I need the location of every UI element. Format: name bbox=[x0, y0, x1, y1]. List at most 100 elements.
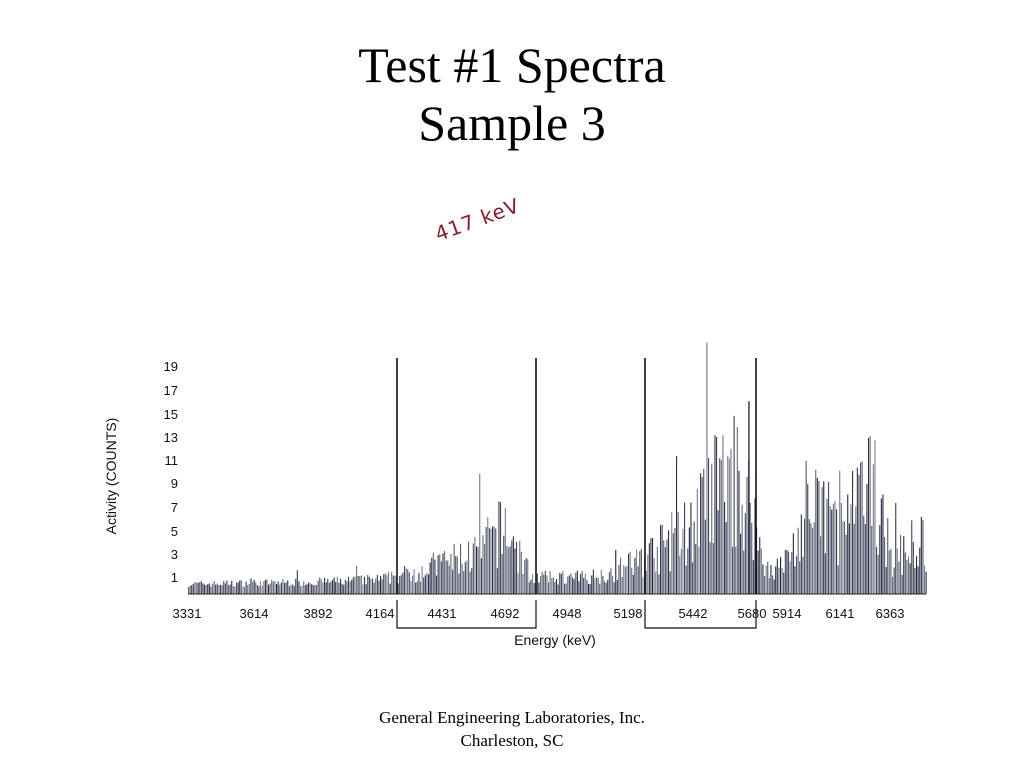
spectrum-bar bbox=[196, 582, 198, 594]
spectrum-bar bbox=[760, 548, 762, 594]
spectrum-bar bbox=[188, 587, 190, 594]
spectrum-bar bbox=[788, 551, 790, 594]
spectrum-bar bbox=[711, 463, 713, 594]
spectrum-bar bbox=[728, 458, 730, 594]
spectrum-bar bbox=[624, 566, 626, 594]
spectrum-bar bbox=[399, 576, 401, 594]
spectrum-bar bbox=[356, 565, 358, 594]
spectrum-bar bbox=[276, 584, 278, 594]
spectrum-bar bbox=[397, 583, 399, 594]
spectrum-bar bbox=[628, 553, 630, 594]
spectrum-bar bbox=[860, 462, 862, 594]
spectrum-bar bbox=[333, 577, 335, 594]
spectrum-bar bbox=[428, 574, 430, 594]
spectrum-bar bbox=[220, 584, 222, 594]
spectrum-bar bbox=[402, 572, 404, 594]
spectrum-bar bbox=[514, 548, 516, 594]
spectrum-bar bbox=[517, 573, 519, 594]
spectrum-bar bbox=[855, 506, 857, 594]
spectrum-bar bbox=[765, 565, 767, 594]
spectrum-bar bbox=[386, 575, 388, 594]
spectrum-bar bbox=[357, 575, 359, 594]
y-tick-label: 3 bbox=[171, 547, 178, 562]
spectrum-bar bbox=[599, 583, 601, 594]
spectrum-bar bbox=[735, 546, 737, 594]
spectrum-bar bbox=[472, 543, 474, 594]
spectrum-bar bbox=[575, 572, 577, 594]
spectrum-bar bbox=[660, 525, 662, 594]
spectrum-bar bbox=[783, 572, 785, 594]
x-tick-label: 3892 bbox=[304, 606, 333, 621]
spectrum-bar bbox=[652, 538, 654, 594]
spectrum-bar bbox=[330, 581, 332, 594]
footer: General Engineering Laboratories, Inc. C… bbox=[0, 706, 1024, 752]
spectrum-bar bbox=[880, 498, 882, 594]
spectrum-bar bbox=[348, 577, 350, 594]
spectrum-bar bbox=[372, 578, 374, 594]
spectrum-bar bbox=[623, 565, 625, 594]
spectrum-bar bbox=[354, 576, 356, 594]
spectrum-bar bbox=[540, 575, 542, 594]
spectrum-bar bbox=[432, 552, 434, 594]
spectrum-bar bbox=[911, 520, 913, 594]
spectrum-bar bbox=[541, 572, 543, 594]
spectrum-bar bbox=[420, 581, 422, 594]
spectrum-bar bbox=[381, 579, 383, 594]
spectrum-bar bbox=[244, 586, 246, 594]
y-tick-label: 1 bbox=[171, 570, 178, 585]
spectrum-bar bbox=[698, 546, 700, 594]
spectrum-bar bbox=[597, 577, 599, 594]
spectrum-bar bbox=[319, 577, 321, 594]
spectrum-bar bbox=[346, 581, 348, 594]
spectrum-bar bbox=[309, 582, 311, 594]
spectrum-bar bbox=[844, 521, 846, 594]
spectrum-bar bbox=[479, 473, 481, 594]
spectrum-bar bbox=[352, 577, 354, 594]
spectrum-bar bbox=[672, 533, 674, 594]
spectrum-bar bbox=[616, 580, 618, 594]
spectrum-bar bbox=[828, 482, 830, 594]
spectrum-bar bbox=[772, 575, 774, 594]
spectrum-bar bbox=[351, 579, 353, 594]
spectrum-bar bbox=[703, 468, 705, 594]
spectrum-bar bbox=[692, 562, 694, 594]
spectrum-bar bbox=[194, 582, 196, 594]
spectrum-bar bbox=[232, 586, 234, 594]
spectrum-bar bbox=[733, 415, 735, 594]
spectrum-bar bbox=[495, 528, 497, 594]
spectrum-bar bbox=[648, 543, 650, 594]
spectrum-bar bbox=[512, 536, 514, 594]
spectrum-bar bbox=[645, 570, 647, 594]
spectrum-bar bbox=[794, 566, 796, 594]
spectrum-bar bbox=[285, 582, 287, 594]
spectrum-bar bbox=[296, 570, 298, 594]
spectrum-bar bbox=[335, 581, 337, 594]
spectrum-bar bbox=[676, 456, 678, 594]
spectrum-bar bbox=[277, 581, 279, 594]
spectrum-bar bbox=[360, 575, 362, 594]
spectrum-bar bbox=[522, 573, 524, 594]
x-tick-labels: 3331 3614 3892 4164 4431 4692 4948 5198 5442 5680… bbox=[173, 606, 905, 621]
spectrum-bar bbox=[810, 523, 812, 594]
spectrum-bar bbox=[920, 516, 922, 594]
spectrum-bar bbox=[797, 527, 799, 594]
spectrum-bar bbox=[388, 571, 390, 594]
spectrum-bar bbox=[602, 576, 604, 594]
spectrum-bar bbox=[696, 488, 698, 594]
spectrum-bar bbox=[418, 572, 420, 594]
spectrum-bar bbox=[608, 572, 610, 594]
spectrum-bar bbox=[708, 458, 710, 594]
spectrum-bar bbox=[610, 568, 612, 594]
spectrum-bar bbox=[380, 576, 382, 594]
spectrum-bar bbox=[496, 568, 498, 594]
spectrum-bar bbox=[516, 542, 518, 594]
spectrum-bar bbox=[320, 579, 322, 594]
spectrum-bar bbox=[631, 567, 633, 594]
spectrum-bar bbox=[426, 573, 428, 594]
spectrum-bar bbox=[205, 584, 207, 594]
spectrum-bar bbox=[552, 577, 554, 594]
spectrum-bar bbox=[506, 546, 508, 594]
spectrum-bar bbox=[719, 458, 721, 594]
spectrum-bar bbox=[887, 518, 889, 594]
